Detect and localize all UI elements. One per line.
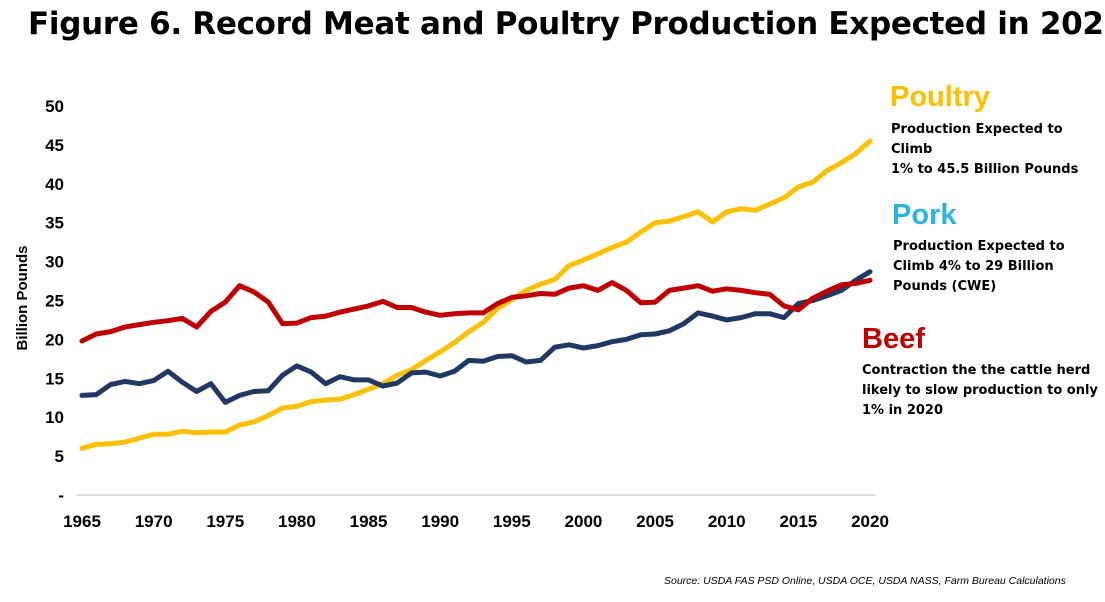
pork-annotation-text: Production Expected to Climb 4% to 29 Bi…	[893, 237, 1065, 297]
poultry-annotation-text: Production Expected to Climb 1% to 45.5 …	[891, 120, 1105, 180]
source-note: Source: USDA FAS PSD Online, USDA OCE, U…	[664, 575, 1066, 587]
poultry-title-text: Poultry	[890, 81, 990, 113]
poultry-annotation-title: Poultry	[890, 81, 990, 114]
y-tick-label: 25	[45, 292, 64, 311]
beef-annotation-line: 1% in 2020	[862, 403, 944, 418]
y-tick-label: 15	[45, 369, 64, 388]
poultry-annotation-line: 1% to 45.5 Billion Pounds	[891, 162, 1079, 177]
y-axis-label: Billion Pounds	[14, 246, 31, 351]
series-line-beef	[79, 277, 873, 344]
x-tick-label: 1965	[63, 512, 101, 531]
series-line-pork	[79, 269, 873, 405]
y-tick-label: -	[58, 486, 64, 505]
x-tick-label: 2000	[565, 512, 603, 531]
x-tick-label: 1975	[206, 512, 244, 531]
y-tick-label: 50	[45, 97, 64, 116]
x-tick-label: 1970	[135, 512, 173, 531]
beef-annotation-line: Contraction the the cattle herd	[862, 363, 1091, 378]
poultry-annotation-line: Production Expected to Climb	[891, 122, 1063, 157]
pork-annotation-line: Pounds (CWE)	[893, 279, 997, 294]
beef-annotation-text: Contraction the the cattle herd likely t…	[862, 361, 1098, 421]
y-tick-label: 45	[45, 136, 64, 155]
x-tick-label: 2015	[779, 512, 817, 531]
pork-annotation-line: Production Expected to	[893, 239, 1065, 254]
chart-title: Figure 6. Record Meat and Poultry Produc…	[28, 6, 1105, 42]
x-tick-label: 2005	[636, 512, 674, 531]
x-tick-label: 1985	[350, 512, 388, 531]
y-tick-label: 5	[55, 447, 64, 466]
pork-annotation-title: Pork	[892, 199, 956, 232]
y-tick-label: 40	[45, 175, 64, 194]
series-line-poultry	[79, 138, 873, 451]
x-tick-label: 1980	[278, 512, 316, 531]
beef-title-text: Beef	[862, 323, 925, 355]
y-tick-label: 35	[45, 214, 64, 233]
beef-annotation-title: Beef	[862, 323, 925, 356]
x-tick-label: 2020	[851, 512, 889, 531]
x-tick-label: 1990	[421, 512, 459, 531]
pork-title-text: Pork	[892, 199, 957, 231]
beef-annotation-line: likely to slow production to only	[862, 383, 1098, 398]
y-tick-label: 30	[45, 253, 64, 272]
x-tick-label: 1995	[493, 512, 531, 531]
y-tick-label: 10	[45, 408, 64, 427]
y-tick-label: 20	[45, 330, 64, 349]
pork-annotation-line: Climb 4% to 29 Billion	[893, 259, 1054, 274]
x-tick-label: 2010	[708, 512, 746, 531]
